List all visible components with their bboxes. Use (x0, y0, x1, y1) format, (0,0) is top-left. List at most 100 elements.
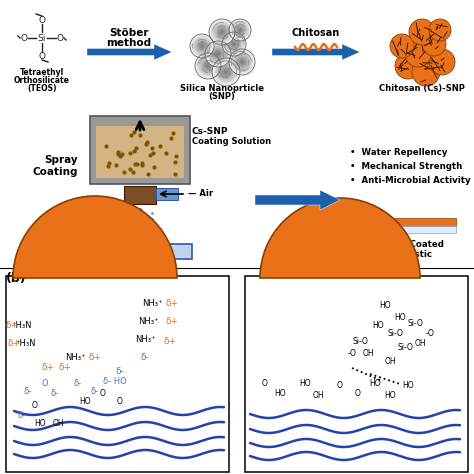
Circle shape (210, 20, 234, 44)
Circle shape (212, 58, 240, 86)
Circle shape (211, 22, 232, 42)
Circle shape (199, 57, 217, 75)
Circle shape (226, 36, 242, 53)
Circle shape (217, 53, 219, 55)
Circle shape (229, 19, 251, 41)
Text: HO: HO (79, 396, 91, 405)
Circle shape (196, 40, 208, 52)
Circle shape (219, 29, 225, 35)
FancyArrow shape (87, 44, 172, 60)
Text: O: O (117, 396, 123, 405)
Circle shape (241, 61, 243, 64)
Text: •  Anti-Microbial Activity: • Anti-Microbial Activity (350, 176, 471, 185)
Circle shape (236, 55, 248, 69)
Circle shape (230, 50, 254, 73)
Circle shape (199, 42, 206, 50)
Circle shape (215, 61, 237, 83)
Text: δ-: δ- (74, 380, 82, 389)
Circle shape (233, 23, 246, 36)
Text: O: O (20, 34, 27, 43)
Circle shape (200, 58, 216, 74)
Text: Coating: Coating (33, 167, 78, 177)
Text: δ- HO: δ- HO (103, 376, 127, 385)
Circle shape (233, 43, 235, 45)
Text: Bioplastic: Bioplastic (384, 250, 432, 259)
Text: OH: OH (362, 349, 374, 358)
Circle shape (429, 49, 455, 75)
FancyBboxPatch shape (360, 226, 456, 233)
Circle shape (196, 55, 220, 78)
FancyBboxPatch shape (245, 276, 468, 472)
Circle shape (218, 28, 226, 36)
Circle shape (210, 46, 226, 62)
Text: OH: OH (384, 356, 396, 365)
Text: δ+: δ+ (164, 337, 176, 346)
FancyArrow shape (272, 44, 360, 60)
Text: Orthosilicate: Orthosilicate (14, 76, 70, 85)
Circle shape (227, 37, 241, 51)
Circle shape (192, 36, 211, 55)
FancyBboxPatch shape (88, 244, 192, 259)
Text: •  Mechanical Strength: • Mechanical Strength (350, 162, 462, 171)
Circle shape (422, 32, 446, 56)
Text: -O: -O (347, 349, 356, 358)
Text: O: O (38, 52, 46, 61)
Circle shape (222, 32, 246, 56)
Circle shape (195, 39, 209, 53)
Circle shape (205, 41, 231, 67)
Text: δ+: δ+ (42, 364, 55, 373)
Text: O: O (32, 401, 38, 410)
Text: δ-: δ- (141, 354, 149, 363)
Circle shape (236, 26, 245, 35)
Text: -O: -O (426, 329, 435, 338)
Text: NH₃⁺: NH₃⁺ (135, 335, 155, 344)
Circle shape (239, 29, 241, 31)
Text: Tetraethyl: Tetraethyl (20, 68, 64, 77)
Circle shape (230, 20, 250, 40)
Circle shape (232, 42, 237, 46)
Text: Cs-SNP Coated: Cs-SNP Coated (372, 240, 444, 249)
Circle shape (213, 59, 238, 84)
Text: δ+: δ+ (58, 364, 72, 373)
Circle shape (235, 25, 246, 36)
Circle shape (214, 24, 230, 40)
Circle shape (205, 64, 210, 69)
Circle shape (218, 64, 235, 81)
FancyBboxPatch shape (156, 188, 178, 200)
Text: δ-: δ- (116, 366, 124, 375)
Text: HO: HO (394, 313, 406, 322)
Circle shape (208, 44, 228, 64)
Text: δ+: δ+ (165, 317, 179, 326)
Circle shape (238, 58, 246, 66)
Circle shape (200, 44, 204, 48)
Circle shape (191, 35, 213, 57)
Text: — Air: — Air (188, 190, 213, 199)
Circle shape (190, 34, 214, 58)
Text: Silica Nanoprticle: Silica Nanoprticle (180, 84, 264, 93)
Text: Stöber: Stöber (109, 28, 149, 38)
Text: OH: OH (52, 419, 64, 428)
Text: HO: HO (384, 392, 396, 401)
Text: δ+: δ+ (89, 354, 101, 363)
Text: δ-: δ- (18, 411, 26, 420)
Circle shape (238, 28, 242, 32)
Text: OH: OH (414, 339, 426, 348)
Text: HO: HO (372, 321, 384, 330)
Text: δ+: δ+ (8, 339, 20, 348)
Circle shape (412, 58, 440, 86)
Circle shape (213, 23, 231, 41)
Text: O: O (38, 16, 46, 25)
Text: δ+: δ+ (165, 300, 179, 309)
Circle shape (209, 19, 235, 45)
Circle shape (237, 57, 247, 67)
Text: Cs-SNP: Cs-SNP (62, 313, 112, 327)
Circle shape (215, 51, 220, 56)
Circle shape (228, 38, 240, 50)
Circle shape (225, 71, 228, 73)
Circle shape (223, 33, 245, 55)
Text: HO: HO (379, 301, 391, 310)
Text: Bioplastic: Bioplastic (113, 246, 167, 256)
Text: NH₃⁺: NH₃⁺ (142, 300, 162, 309)
Circle shape (206, 42, 230, 66)
Text: OH: OH (312, 392, 324, 401)
